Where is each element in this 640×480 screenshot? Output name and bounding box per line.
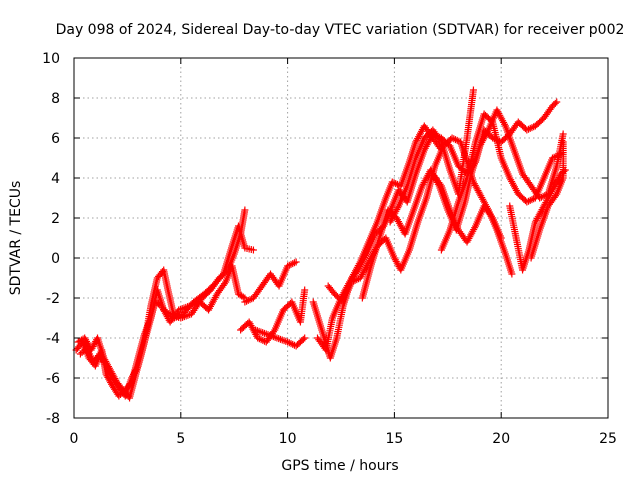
y-tick-label: 10 [42, 51, 60, 67]
data-point [526, 196, 534, 204]
data-point [436, 136, 444, 144]
axis-ticks [73, 57, 609, 419]
data-point [392, 180, 400, 188]
data-point [523, 198, 531, 206]
data-point [349, 277, 357, 285]
data-point [76, 350, 84, 358]
data-point [284, 338, 292, 346]
data-point [390, 179, 398, 187]
data-point [254, 334, 262, 342]
data-point [220, 280, 228, 288]
y-tick-label: 2 [51, 211, 60, 227]
x-tick-label: 20 [492, 431, 510, 447]
data-point [436, 180, 444, 188]
data-point [528, 196, 536, 204]
data-point [551, 99, 559, 107]
data-point [299, 335, 307, 343]
x-tick-label: 25 [599, 431, 617, 447]
data-point [539, 192, 547, 200]
data-point [559, 130, 567, 138]
x-tick-label: 15 [385, 431, 403, 447]
data-point [554, 152, 562, 160]
data-point [550, 153, 558, 161]
data-point [301, 334, 309, 342]
chart-title: Day 098 of 2024, Sidereal Day-to-day VTE… [56, 22, 625, 38]
data-point [553, 98, 561, 106]
data-point [289, 260, 297, 268]
data-point [78, 349, 86, 356]
data-point [244, 296, 252, 304]
y-tick-label: 4 [51, 171, 60, 187]
data-point [351, 276, 359, 284]
data-point [528, 124, 536, 132]
data-point [537, 193, 545, 201]
data-point [489, 134, 497, 142]
y-tick-label: 6 [51, 131, 60, 147]
data-point [487, 212, 495, 220]
plot-frame [73, 57, 609, 419]
data-points [72, 86, 569, 402]
data-point [348, 278, 356, 286]
data-point [548, 154, 556, 162]
data-point [80, 347, 88, 355]
y-tick-labels: -8 -6 -4 -2 0 2 4 6 8 10 [42, 51, 60, 427]
data-point [523, 126, 531, 134]
y-tick-label: -2 [46, 291, 60, 307]
grid-lines [74, 58, 608, 418]
data-point [287, 260, 295, 268]
data-point [469, 86, 477, 94]
y-tick-label: 8 [51, 91, 60, 107]
data-point [243, 297, 251, 305]
data-point [115, 392, 123, 400]
y-tick-label: -6 [46, 371, 60, 387]
data-point [285, 339, 293, 347]
data-point [552, 152, 560, 160]
data-point [525, 197, 533, 205]
y-axis-title: SDTVAR / TECUs [8, 181, 24, 296]
data-point [285, 261, 293, 269]
data-point [448, 134, 456, 142]
data-point [241, 206, 249, 214]
y-tick-label: -8 [46, 411, 60, 427]
data-point [301, 286, 309, 294]
x-tick-label: 0 [70, 431, 79, 447]
data-point [284, 262, 292, 270]
data-point [255, 335, 263, 343]
data-point [451, 136, 459, 144]
data-point [287, 340, 295, 348]
data-point [388, 178, 396, 186]
y-tick-label: 0 [51, 251, 60, 267]
data-point [249, 246, 257, 254]
data-point [559, 138, 567, 146]
data-point [257, 336, 265, 344]
x-axis-title: GPS time / hours [281, 458, 398, 474]
data-point [453, 136, 461, 144]
data-point [239, 293, 247, 301]
x-tick-labels: 0 5 10 15 20 25 [70, 431, 617, 447]
x-tick-label: 10 [279, 431, 297, 447]
y-tick-label: -4 [46, 331, 60, 347]
data-point [525, 125, 533, 133]
data-point [552, 192, 560, 200]
data-point [508, 270, 516, 278]
data-point [497, 234, 505, 242]
data-point [353, 276, 361, 284]
data-point [526, 124, 534, 132]
data-point [241, 298, 249, 306]
data-point [450, 135, 458, 143]
data-point [290, 259, 298, 267]
data-point [246, 296, 254, 304]
x-tick-label: 5 [176, 431, 185, 447]
data-point [292, 258, 300, 266]
